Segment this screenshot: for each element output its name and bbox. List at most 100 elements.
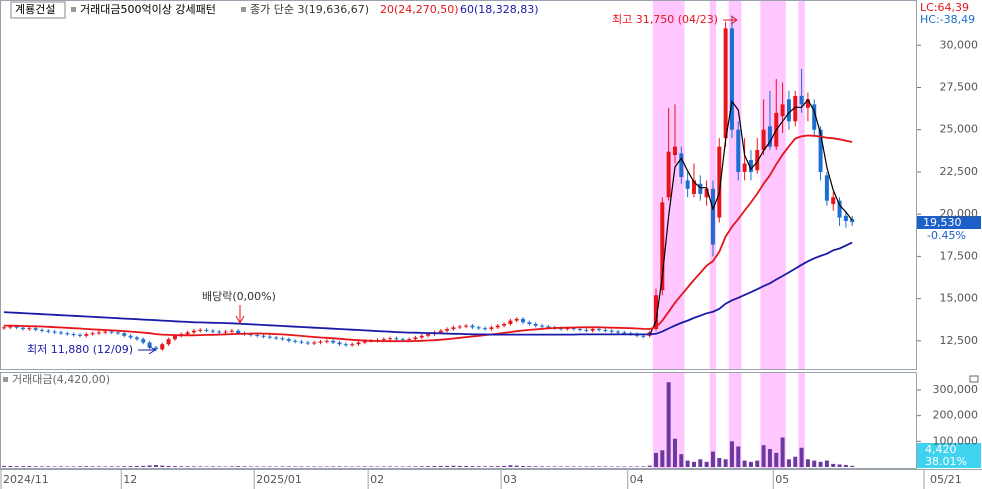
volume-bar	[90, 466, 95, 467]
pattern-band	[766, 1, 774, 369]
volume-bar	[362, 466, 367, 467]
candle-body	[660, 202, 665, 291]
candle-body	[786, 99, 791, 122]
volume-bar	[394, 466, 399, 467]
volume-bar	[179, 466, 184, 467]
volume-bar	[495, 466, 500, 467]
volume-bar	[723, 459, 728, 467]
candle-body	[400, 339, 405, 341]
candle-body	[147, 342, 152, 348]
panel-button[interactable]	[969, 375, 979, 383]
candle-body	[204, 329, 209, 331]
y-tick-label: 30,000	[940, 38, 979, 51]
candle-body	[641, 335, 646, 337]
candle-body	[65, 333, 70, 335]
candle-body	[153, 347, 158, 350]
candle-body	[502, 323, 507, 326]
pattern-band	[735, 373, 742, 468]
volume-bar	[628, 466, 633, 468]
volume-bar	[210, 466, 215, 467]
volume-bar	[767, 449, 772, 467]
volume-bar	[204, 466, 209, 467]
pattern-band	[779, 1, 786, 369]
pattern-band	[652, 373, 660, 468]
volume-bar	[432, 466, 437, 467]
x-tick-label: 03	[503, 473, 517, 486]
volume-bar	[223, 466, 228, 467]
candle-body	[280, 338, 285, 340]
last-volume: 4,420	[925, 443, 957, 456]
volume-bar	[375, 466, 380, 467]
pattern-band	[678, 1, 685, 369]
candle-body	[799, 95, 804, 105]
candle-body	[824, 175, 829, 201]
volume-bar	[799, 447, 804, 467]
volume-bar	[217, 466, 222, 467]
pattern-band	[659, 1, 666, 369]
volume-bar	[685, 460, 690, 467]
volume-bar	[521, 465, 526, 467]
candle-body	[843, 215, 848, 221]
volume-bar	[58, 466, 63, 467]
candle-body	[77, 334, 82, 336]
volume-bar	[666, 382, 671, 467]
x-tick-label: 05	[775, 473, 789, 486]
volume-bar	[470, 466, 475, 467]
volume-bar	[242, 466, 247, 467]
candle-body	[736, 129, 741, 172]
candle-body	[109, 331, 114, 333]
series-legend: 종가 단순 3(19,636,67)	[250, 3, 369, 16]
volume-bar	[255, 466, 260, 467]
volume-bar	[546, 466, 551, 467]
last-date: 05/21	[930, 473, 962, 486]
candle-body	[831, 197, 836, 205]
volume-bar	[267, 466, 272, 467]
candle-body	[413, 337, 418, 340]
volume-bar	[698, 459, 703, 467]
volume-bar	[502, 465, 507, 467]
candle-body	[540, 325, 545, 327]
candle-body	[533, 323, 538, 326]
legend-marker	[3, 377, 8, 382]
volume-bar	[761, 445, 766, 467]
volume-bar	[261, 466, 266, 468]
y-tick-label: 25,000	[940, 123, 979, 136]
volume-bar	[729, 441, 734, 467]
candle-body	[331, 340, 336, 343]
candle-body	[565, 328, 570, 330]
volume-bar	[653, 452, 658, 467]
candle-body	[362, 340, 367, 343]
volume-bar	[609, 466, 614, 468]
pattern-band	[773, 1, 780, 369]
y-tick-label: 200,000	[933, 409, 979, 422]
volume-bar	[748, 461, 753, 467]
price-tag	[917, 216, 981, 229]
candle-body	[812, 104, 817, 130]
candle-body	[622, 332, 627, 334]
volume-bar	[571, 466, 576, 467]
volume-bar	[508, 465, 513, 467]
volume-bar	[559, 466, 564, 467]
volume-bar	[185, 466, 190, 467]
y-tick-label: 15,000	[940, 292, 979, 305]
pattern-band	[773, 373, 780, 468]
candle-body	[451, 327, 456, 330]
candle-body	[597, 329, 602, 331]
candle-body	[710, 188, 715, 245]
volume-bar	[198, 466, 203, 467]
volume-bar	[527, 466, 532, 467]
candle-body	[337, 342, 342, 345]
pattern-band	[798, 1, 805, 369]
candle-body	[767, 126, 772, 147]
candle-body	[381, 339, 386, 341]
legend-marker	[241, 7, 246, 12]
dividend-arrow	[235, 305, 245, 325]
candle-body	[198, 329, 203, 331]
dividend-annotation: 배당락(0,00%)	[202, 290, 276, 303]
low-annotation: 최저 11,880 (12/09)	[27, 343, 133, 356]
volume-bar	[704, 461, 709, 467]
volume-bar	[533, 466, 538, 467]
candle-body	[8, 326, 13, 328]
